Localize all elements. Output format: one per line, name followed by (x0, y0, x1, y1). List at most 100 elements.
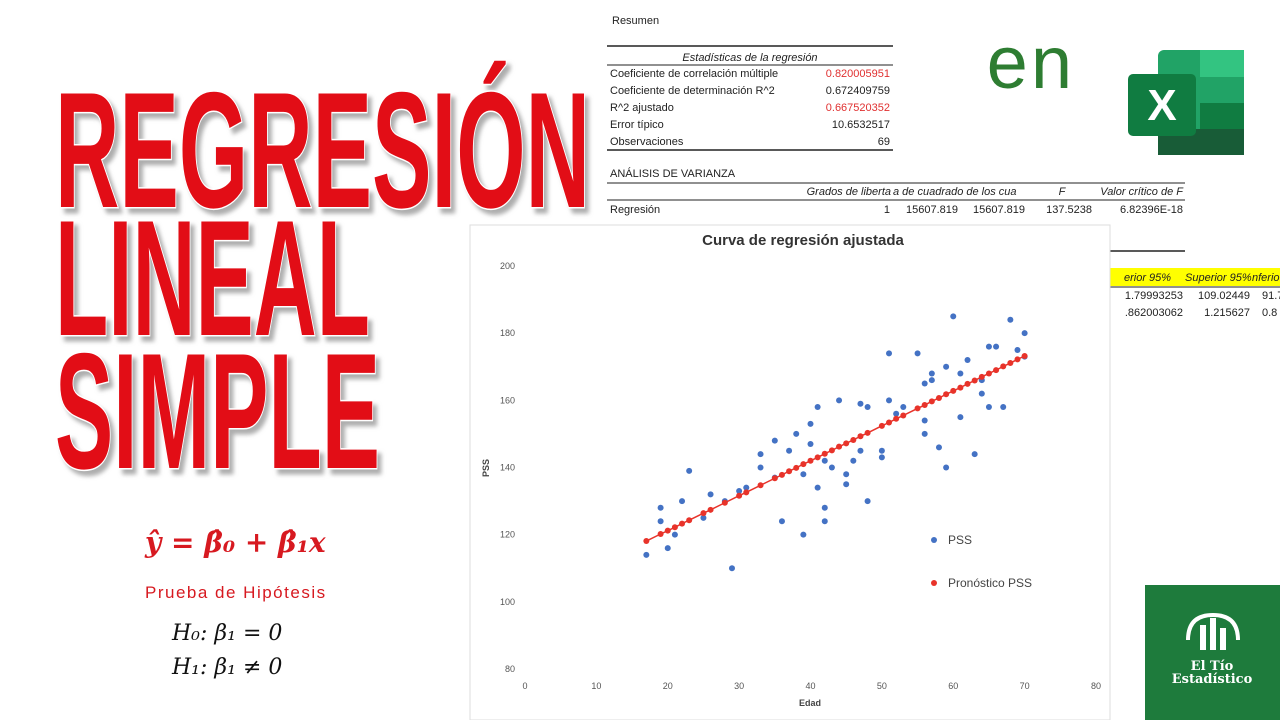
forecast-point (743, 489, 750, 496)
stats-value: 69 (878, 136, 890, 148)
forecast-point (643, 538, 650, 545)
hypothesis-title: Prueba de Hipótesis (145, 583, 327, 602)
legend-marker (931, 580, 937, 586)
anova-header: F (1059, 186, 1067, 198)
y-tick-label: 180 (500, 328, 515, 338)
data-point (728, 565, 735, 572)
stats-value: 0.820005951 (826, 68, 890, 80)
data-point (700, 514, 707, 521)
logo-bar (1210, 618, 1216, 650)
forecast-point (686, 517, 693, 524)
anova-cell: 1 (884, 204, 890, 216)
data-point (993, 343, 1000, 350)
anova-header: Valor crítico de F (1100, 186, 1184, 198)
data-point (821, 504, 828, 511)
summary-table: Resumen Estadísticas de la regresión Coe… (607, 15, 1280, 319)
stats-label: Observaciones (610, 136, 684, 148)
data-point (928, 377, 935, 384)
data-point (878, 447, 885, 454)
data-point (757, 451, 764, 458)
data-point (743, 484, 750, 491)
forecast-point (843, 440, 850, 447)
anova-cell: 6.82396E-18 (1120, 204, 1183, 216)
data-point (921, 380, 928, 387)
data-point (1007, 316, 1014, 323)
forecast-point (914, 405, 921, 412)
data-point (836, 397, 843, 404)
legend-label: Pronóstico PSS (948, 576, 1032, 590)
icon-cell (1200, 50, 1244, 77)
data-point (771, 437, 778, 444)
forecast-point (836, 443, 843, 450)
forecast-point (828, 447, 835, 454)
anova-cell: Regresión (610, 204, 660, 216)
highlight (1110, 268, 1280, 286)
forecast-point (793, 464, 800, 471)
anova-header: a de cuadrado de los cua (893, 186, 1017, 198)
data-point (786, 447, 793, 454)
data-point (864, 498, 871, 505)
data-point (864, 404, 871, 411)
forecast-point (786, 468, 793, 475)
data-point (886, 350, 893, 357)
hypothesis: H₁: β₁ ≠ 0 (171, 655, 282, 680)
data-point (857, 447, 864, 454)
data-point (1014, 346, 1021, 353)
y-tick-label: 140 (500, 463, 515, 473)
data-point (843, 471, 850, 478)
anova-header: Grados de liberta (807, 186, 891, 198)
data-point (664, 545, 671, 552)
ci-cell: 91.7 (1262, 290, 1280, 302)
data-point (814, 484, 821, 491)
logo-bar (1220, 628, 1226, 650)
data-point (943, 464, 950, 471)
data-point (914, 350, 921, 357)
data-point (643, 551, 650, 558)
legend-marker (931, 537, 937, 543)
forecast-point (978, 373, 985, 380)
data-point (957, 414, 964, 421)
data-point (707, 491, 714, 498)
data-point (957, 370, 964, 377)
forecast-point (893, 415, 900, 422)
hypothesis: H₀: β₁ = 0 (171, 621, 282, 646)
stats-value: 10.6532517 (832, 119, 890, 131)
x-tick-label: 40 (805, 681, 815, 691)
data-point (900, 404, 907, 411)
x-tick-label: 60 (948, 681, 958, 691)
scatter-chart: 80 100 120 140 160 180 200 0 10 20 30 40 50 60 70 80 PSS… (500, 261, 1101, 691)
forecast-point (700, 510, 707, 517)
y-tick-label: 80 (505, 664, 515, 674)
data-point (843, 481, 850, 488)
stats-label: Error típico (610, 119, 664, 131)
anova-cell: 15607.819 (906, 204, 958, 216)
y-tick-label: 100 (500, 597, 515, 607)
data-point (686, 467, 693, 474)
forecast-point (935, 394, 942, 401)
stats-label: R^2 ajustado (610, 102, 674, 114)
fit-line (646, 355, 1025, 542)
summary-title: Resumen (612, 15, 659, 27)
stats-label: Coeficiente de correlación múltiple (610, 68, 778, 80)
x-axis-label: Edad (799, 698, 821, 708)
data-point (807, 440, 814, 447)
legend-label: PSS (948, 533, 972, 547)
forecast-point (943, 391, 950, 398)
stats-value: 0.672409759 (826, 85, 890, 97)
data-point (778, 518, 785, 525)
headline-line: LINEAL (55, 186, 370, 370)
data-point (935, 444, 942, 451)
x-tick-label: 20 (663, 681, 673, 691)
forecast-point (971, 377, 978, 384)
x-tick-label: 80 (1091, 681, 1101, 691)
anova-cell: 15607.819 (973, 204, 1025, 216)
forecast-point (814, 454, 821, 461)
data-point (886, 397, 893, 404)
data-point (793, 430, 800, 437)
forecast-point (721, 499, 728, 506)
ci-cell: 109.02449 (1198, 290, 1250, 302)
forecast-point (864, 429, 871, 436)
ci-cell: 0.8 (1262, 307, 1277, 319)
forecast-point (850, 436, 857, 443)
icon-badge (1128, 74, 1196, 136)
